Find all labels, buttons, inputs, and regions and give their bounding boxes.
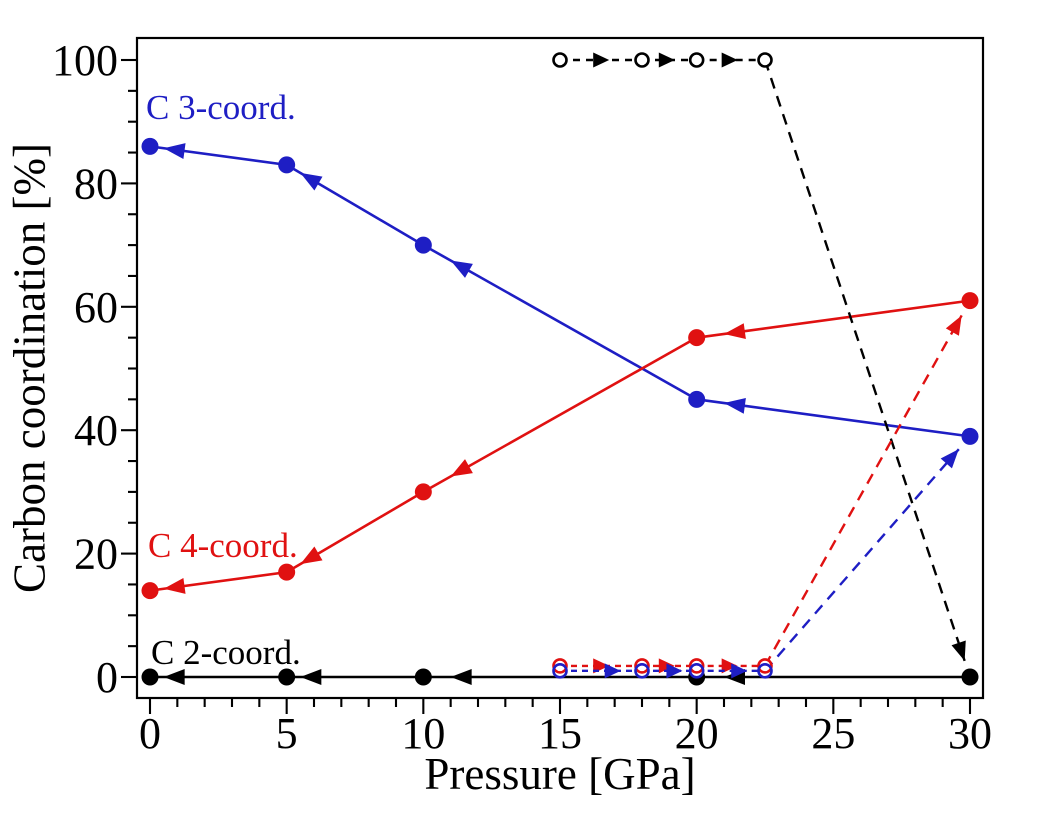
data-point-comp-c4 xyxy=(552,658,568,674)
series-comp-c4 xyxy=(559,314,963,674)
data-point-decomp-c2 xyxy=(414,668,432,686)
data-point-comp-c2 xyxy=(688,52,705,68)
y-axis-title: Carbon coordination [%] xyxy=(4,143,55,593)
data-point-decomp-c4 xyxy=(414,483,432,501)
series-decomp-c4 xyxy=(149,299,971,594)
data-point-comp-c3 xyxy=(634,663,650,679)
data-point-decomp-c3 xyxy=(141,137,159,155)
series-decomp-c3 xyxy=(149,143,971,438)
x-axis-title: Pressure [GPa] xyxy=(424,749,696,799)
data-point-decomp-c3 xyxy=(961,427,979,445)
x-tick-label: 25 xyxy=(811,709,855,758)
data-point-decomp-c4 xyxy=(278,563,296,581)
data-point-decomp-c4 xyxy=(688,329,706,347)
x-tick-label: 30 xyxy=(948,709,992,758)
data-point-comp-c3 xyxy=(688,663,705,679)
y-tick-label: 0 xyxy=(96,653,118,702)
markers-open xyxy=(552,52,773,679)
data-point-decomp-c2 xyxy=(278,668,296,686)
series-comp-c2 xyxy=(559,52,966,662)
y-tick-label: 60 xyxy=(74,283,118,332)
x-tick-label: 15 xyxy=(538,709,582,758)
axes-frame xyxy=(135,36,985,700)
y-tick-label: 20 xyxy=(74,530,118,579)
data-point-decomp-c4 xyxy=(141,582,159,600)
data-point-comp-c2 xyxy=(757,52,773,68)
data-point-decomp-c4 xyxy=(961,292,979,310)
x-tick-label: 20 xyxy=(675,709,719,758)
data-point-comp-c2 xyxy=(552,52,568,68)
markers-filled xyxy=(141,137,979,686)
data-point-decomp-c2 xyxy=(141,668,159,686)
series-label-c2: C 2-coord. xyxy=(151,633,301,672)
x-tick-label: 0 xyxy=(139,709,161,758)
data-point-decomp-c3 xyxy=(688,390,706,408)
data-point-comp-c4 xyxy=(634,658,650,674)
x-tick-label: 10 xyxy=(401,709,445,758)
y-tick-label: 100 xyxy=(52,36,118,85)
series-comp-c3 xyxy=(559,448,960,679)
x-tick-label: 5 xyxy=(276,709,298,758)
series-label-c4: C 4-coord. xyxy=(148,526,298,565)
y-tick-label: 80 xyxy=(74,159,118,208)
data-point-comp-c3 xyxy=(757,663,773,679)
data-point-comp-c3 xyxy=(552,663,568,679)
data-point-decomp-c3 xyxy=(414,236,432,254)
data-point-decomp-c2 xyxy=(961,668,979,686)
x-axis-ticks: 0 5 10 15 20 25 30 xyxy=(139,698,992,758)
data-point-decomp-c3 xyxy=(278,156,296,174)
data-point-comp-c4 xyxy=(757,658,773,674)
series-label-c3: C 3-coord. xyxy=(146,88,296,127)
data-point-comp-c2 xyxy=(634,52,650,68)
data-point-comp-c4 xyxy=(688,658,705,674)
y-axis-ticks: 0 20 40 60 80 100 xyxy=(52,36,137,702)
y-tick-label: 40 xyxy=(74,406,118,455)
